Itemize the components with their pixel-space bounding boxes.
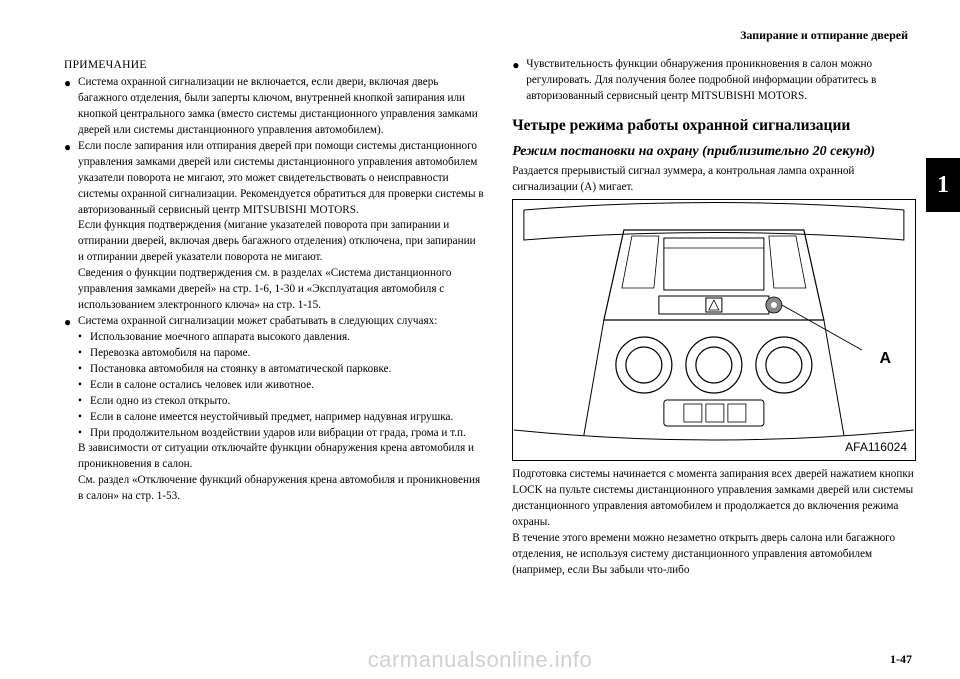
sub-bullet-icon: • <box>78 346 90 362</box>
dashboard-figure: A AFA116024 <box>512 199 916 461</box>
page-header-title: Запирание и отпирание дверей <box>64 28 916 43</box>
sub-text: Перевозка автомобиля на пароме. <box>90 346 250 362</box>
paragraph: Подготовка системы начинается с момента … <box>512 467 916 531</box>
figure-label-a: A <box>879 348 891 371</box>
paragraph: В зависимости от ситуации отключайте фун… <box>64 441 484 473</box>
dashboard-svg <box>513 200 915 460</box>
bullet-icon: ● <box>64 139 78 314</box>
bullet-text: Система охранной сигнализации не включае… <box>78 75 484 139</box>
right-column: ● Чувствительность функции обнаружения п… <box>512 57 916 669</box>
sub-text: Если в салоне имеется неустойчивый предм… <box>90 410 453 426</box>
sub-bullet-icon: • <box>78 378 90 394</box>
sub-bullet-icon: • <box>78 426 90 442</box>
sub-list-item: • Использование моечного аппарата высоко… <box>64 330 484 346</box>
sub-list-item: • Если в салоне остались человек или жив… <box>64 378 484 394</box>
sub-list-item: • Если в салоне имеется неустойчивый пре… <box>64 410 484 426</box>
subsection-heading: Режим постановки на охрану (приблизитель… <box>512 143 916 162</box>
bullet-icon: ● <box>64 314 78 330</box>
bullet-text: Система охранной сигнализации может сраб… <box>78 314 484 330</box>
list-item: ● Чувствительность функции обнаружения п… <box>512 57 916 105</box>
sub-text: Если одно из стекол открыто. <box>90 394 230 410</box>
paragraph: Раздается прерывистый сигнал зуммера, а … <box>512 164 916 196</box>
sub-list-item: • Перевозка автомобиля на пароме. <box>64 346 484 362</box>
sub-text: Использование моечного аппарата высокого… <box>90 330 350 346</box>
sub-text: Если в салоне остались человек или живот… <box>90 378 314 394</box>
chapter-tab: 1 <box>926 158 960 212</box>
left-column: ПРИМЕЧАНИЕ ● Система охранной сигнализац… <box>64 57 484 669</box>
list-item: ● Система охранной сигнализации не включ… <box>64 75 484 139</box>
list-item: ● Система охранной сигнализации может ср… <box>64 314 484 330</box>
sub-list-item: • Если одно из стекол открыто. <box>64 394 484 410</box>
sub-text: При продолжительном воздействии ударов и… <box>90 426 466 442</box>
sub-list-item: • Постановка автомобиля на стоянку в авт… <box>64 362 484 378</box>
section-heading: Четыре режима работы охранной сигнализац… <box>512 115 916 137</box>
para-text: Если функция подтверждения (мигание указ… <box>78 219 476 263</box>
sub-bullet-icon: • <box>78 362 90 378</box>
note-heading: ПРИМЕЧАНИЕ <box>64 57 484 73</box>
figure-code: AFA116024 <box>845 439 907 456</box>
list-item: ● Если после запирания или отпирания две… <box>64 139 484 314</box>
paragraph: В течение этого времени можно незаметно … <box>512 531 916 579</box>
page-number: 1-47 <box>890 652 912 667</box>
bullet-text: Чувствительность функции обнаружения про… <box>526 57 916 105</box>
para-text: Если после запирания или отпирания двере… <box>78 140 484 216</box>
sub-list-item: • При продолжительном воздействии ударов… <box>64 426 484 442</box>
paragraph: См. раздел «Отключение функций обнаружен… <box>64 473 484 505</box>
bullet-text: Если после запирания или отпирания двере… <box>78 139 484 314</box>
sub-bullet-icon: • <box>78 410 90 426</box>
para-text: Сведения о функции подтверждения см. в р… <box>78 267 452 311</box>
bullet-icon: ● <box>64 75 78 139</box>
sub-text: Постановка автомобиля на стоянку в автом… <box>90 362 391 378</box>
bullet-icon: ● <box>512 57 526 105</box>
sub-bullet-icon: • <box>78 330 90 346</box>
sub-bullet-icon: • <box>78 394 90 410</box>
